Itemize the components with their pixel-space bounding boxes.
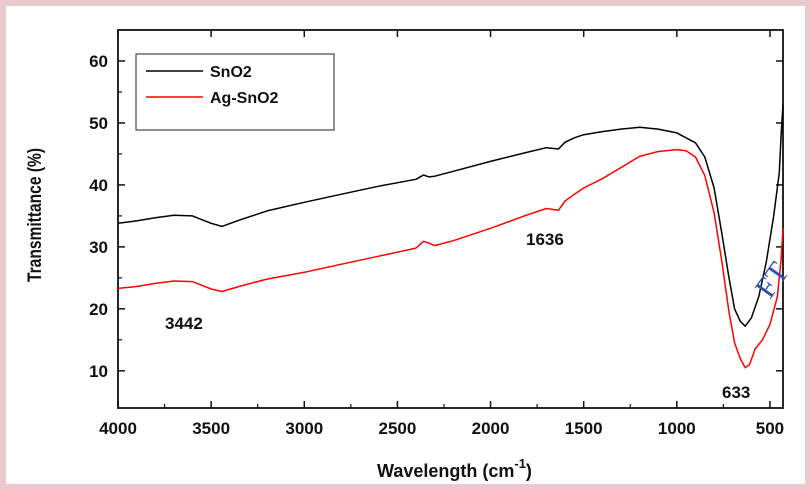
x-axis-title-sup: -1 — [514, 456, 526, 471]
y-tick-label: 10 — [89, 362, 108, 381]
x-tick-label: 2500 — [378, 419, 416, 438]
legend: SnO2 Ag-SnO2 — [135, 53, 335, 131]
x-tick-label: 1500 — [565, 419, 603, 438]
x-tick-label: 4000 — [99, 419, 137, 438]
watermark-text: FT — [749, 256, 796, 304]
x-axis-title-main: Wavelength (cm — [377, 461, 514, 481]
x-tick-label: 1000 — [658, 419, 696, 438]
x-tick-label: 3500 — [192, 419, 230, 438]
labels-layer: 4000 3500 3000 2500 2000 1500 1000 500 10 20 30 40 5… — [89, 52, 784, 438]
annotation-3442: 3442 — [165, 314, 203, 333]
annotation-633: 633 — [722, 383, 750, 402]
x-tick-label: 3000 — [285, 419, 323, 438]
x-tick-label: 2000 — [472, 419, 510, 438]
legend-label-sno2: SnO2 — [210, 64, 252, 81]
series-layer — [117, 104, 784, 369]
axes-layer — [117, 29, 784, 409]
legend-label-ag-sno2: Ag-SnO2 — [210, 90, 279, 107]
x-tick-label: 500 — [756, 419, 784, 438]
series-line-ag-sno2 — [117, 148, 784, 369]
series-line-sno2 — [117, 104, 784, 327]
x-axis-title: Wavelength (cm-1) — [377, 456, 532, 481]
y-tick-label: 60 — [89, 52, 108, 71]
y-tick-label: 20 — [89, 300, 108, 319]
annotation-1636: 1636 — [526, 230, 564, 249]
plot-frame — [117, 29, 784, 409]
y-tick-label: 30 — [89, 238, 108, 257]
x-axis-title-close: ) — [526, 461, 532, 481]
y-tick-label: 40 — [89, 176, 108, 195]
y-axis-title: Transmittance (%) — [24, 148, 46, 282]
legend-box — [135, 53, 335, 131]
y-tick-label: 50 — [89, 114, 108, 133]
